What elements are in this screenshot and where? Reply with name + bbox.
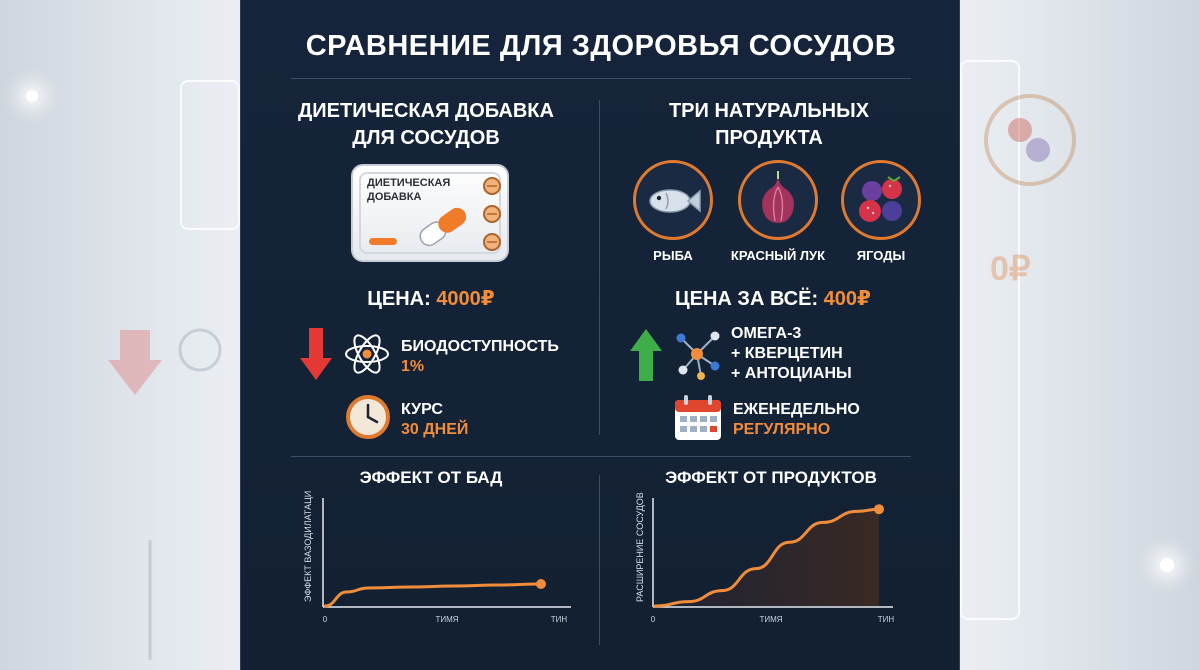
left-effect-chart: ЭФФЕКТ ВАЗОДИЛАТАЦИИ 0 ТИМЯ ТИН — [303, 490, 571, 624]
comparison-panel: СРАВНЕНИЕ ДЛЯ ЗДОРОВЬЯ СОСУДОВ ДИЕТИЧЕСК… — [240, 0, 960, 670]
bioavailability-value: 1% — [401, 358, 425, 375]
right-heading: ТРИ НАТУРАЛЬНЫХ ПРОДУКТА — [599, 98, 939, 152]
food-label-fish: РЫБА — [653, 248, 693, 263]
left-chart-x-start: 0 — [323, 615, 328, 624]
red-onion-icon-circle — [738, 160, 818, 240]
frequency-value: РЕГУЛЯРНО — [733, 421, 831, 438]
left-price-label: ЦЕНА: — [367, 288, 431, 310]
title-divider — [291, 78, 911, 79]
left-price-value: 4000₽ — [436, 288, 495, 310]
atom-icon — [345, 334, 389, 374]
left-chart-x-end: ТИН — [551, 615, 568, 624]
fish-icon-circle — [633, 160, 713, 240]
right-chart-end-point — [874, 504, 884, 515]
food-label-onion: КРАСНЫЙ ЛУК — [730, 248, 826, 263]
molecule-icon — [676, 331, 720, 380]
arrow-up-icon — [630, 329, 662, 381]
clock-icon — [346, 395, 390, 439]
berries-icon — [859, 176, 902, 222]
pill-pack-label-line1: ДИЕТИЧЕСКАЯ — [367, 177, 451, 189]
left-heading: ДИЕТИЧЕСКАЯ ДОБАВКА ДЛЯ СОСУДОВ — [256, 98, 596, 152]
left-chart-line — [323, 582, 543, 608]
capsule-icon — [419, 207, 467, 247]
right-price-value: 400₽ — [823, 288, 871, 310]
right-chart-x-end: ТИН — [878, 615, 895, 624]
background-right-decor: 0₽ — [984, 94, 1076, 288]
arrow-down-icon — [300, 328, 332, 380]
left-price: ЦЕНА: 4000₽ — [261, 286, 601, 311]
right-effect-chart: РАСШИРЕНИЕ СОСУДОВ 0 ТИМЯ ТИН — [635, 492, 895, 624]
svg-text:0₽: 0₽ — [990, 250, 1031, 288]
pill-pack-stripe — [369, 238, 397, 245]
right-chart-area — [655, 509, 879, 606]
nutrients-line1: ОМЕГА-3 — [731, 325, 802, 342]
pill-dots-icon — [483, 177, 501, 251]
right-price-label: ЦЕНА ЗА ВСЁ: — [675, 288, 819, 310]
left-chart-x-mid: ТИМЯ — [435, 615, 458, 624]
pill-pack-label-line2: ДОБАВКА — [367, 191, 422, 203]
background-glow-right — [1160, 558, 1174, 572]
pill-pack-label: ДИЕТИЧЕСКАЯ ДОБАВКА — [367, 176, 450, 204]
bioavailability-text: БИОДОСТУПНОСТЬ 1% — [401, 337, 559, 377]
background-frame-right — [960, 60, 1020, 620]
right-chart-x-mid: ТИМЯ — [759, 615, 782, 624]
background-glow-left — [26, 90, 38, 102]
nutrients-line3: + АНТОЦИАНЫ — [731, 365, 852, 382]
course-text: КУРС 30 ДНЕЙ — [401, 400, 468, 440]
left-heading-line1: ДИЕТИЧЕСКАЯ ДОБАВКА — [298, 100, 554, 122]
right-price: ЦЕНА ЗА ВСЁ: 400₽ — [603, 286, 943, 311]
page-title: СРАВНЕНИЕ ДЛЯ ЗДОРОВЬЯ СОСУДОВ — [305, 30, 897, 62]
right-heading-line1: ТРИ НАТУРАЛЬНЫХ — [668, 100, 870, 122]
left-chart-ylabel: ЭФФЕКТ ВАЗОДИЛАТАЦИИ — [303, 490, 313, 602]
calendar-icon — [675, 395, 721, 440]
berries-icon-circle — [841, 160, 921, 240]
frequency-text: ЕЖЕНЕДЕЛЬНО РЕГУЛЯРНО — [733, 400, 860, 440]
background-frame-left — [180, 80, 240, 230]
right-chart-line — [653, 507, 881, 608]
red-onion-icon — [762, 171, 794, 223]
nutrients-line2: + КВЕРЦЕТИН — [731, 345, 843, 362]
charts-column-divider — [599, 475, 600, 645]
right-heading-line2: ПРОДУКТА — [715, 127, 823, 149]
bioavailability-label: БИОДОСТУПНОСТЬ — [401, 338, 559, 355]
left-chart-end-point — [536, 579, 546, 589]
pill-pack-icon: ДИЕТИЧЕСКАЯ ДОБАВКА — [351, 164, 509, 262]
fish-icon — [649, 189, 701, 213]
column-divider — [599, 100, 600, 435]
course-value: 30 ДНЕЙ — [401, 421, 469, 438]
food-label-berries: ЯГОДЫ — [856, 248, 906, 263]
left-chart-title: ЭФФЕКТ ОТ БАД — [359, 468, 503, 487]
right-chart-ylabel: РАСШИРЕНИЕ СОСУДОВ — [635, 492, 645, 602]
frequency-label: ЕЖЕНЕДЕЛЬНО — [733, 401, 860, 418]
charts-divider — [291, 456, 911, 457]
right-chart-x-start: 0 — [651, 615, 656, 624]
right-chart-title: ЭФФЕКТ ОТ ПРОДУКТОВ — [665, 468, 877, 487]
course-label: КУРС — [401, 401, 443, 418]
background-left-decor — [108, 328, 222, 660]
nutrients-text: ОМЕГА-3 + КВЕРЦЕТИН + АНТОЦИАНЫ — [731, 324, 852, 384]
left-heading-line2: ДЛЯ СОСУДОВ — [352, 127, 500, 149]
